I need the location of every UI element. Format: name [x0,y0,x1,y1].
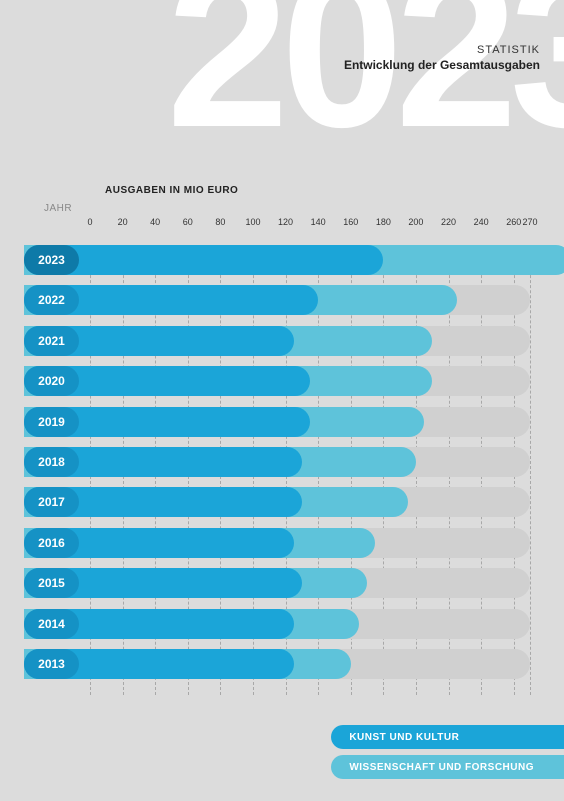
header-kicker: STATISTIK [344,44,540,56]
year-pill: 2020 [24,366,79,396]
x-tick-label: 20 [118,217,128,227]
x-tick-label: 0 [87,217,92,227]
year-pill: 2019 [24,407,79,437]
legend: KUNST UND KULTUR WISSENSCHAFT UND FORSCH… [331,725,564,785]
year-pill: 2017 [24,487,79,517]
year-pill: 2022 [24,285,79,315]
x-tick-label: 60 [183,217,193,227]
year-pill: 2014 [24,609,79,639]
chart-y-axis-title: AUSGABEN IN MIO EURO [105,185,238,196]
x-tick-label: 200 [408,217,423,227]
x-axis-ticks: 0 20 40 60 80 100 120 140 160 180 200 220 240 260270 [90,217,534,231]
background-year: 2023 [167,0,564,160]
legend-item-kunst: KUNST UND KULTUR [331,725,564,749]
x-tick-label: 140 [311,217,326,227]
year-pill: 2013 [24,649,79,679]
gridline [530,245,531,695]
x-tick-label: 270 [522,217,537,227]
x-tick-label: 220 [441,217,456,227]
jahr-label: JAHR [44,203,72,214]
x-tick-label: 120 [278,217,293,227]
legend-item-wissenschaft: WISSENSCHAFT UND FORSCHUNG [331,755,564,779]
year-pill: 2016 [24,528,79,558]
x-tick-label: 260 [506,217,521,227]
x-tick-label: 180 [376,217,391,227]
x-tick-label: 160 [343,217,358,227]
page-header: STATISTIK Entwicklung der Gesamtausgaben [344,44,540,72]
year-pill: 2015 [24,568,79,598]
x-tick-label: 40 [150,217,160,227]
year-pill: 2021 [24,326,79,356]
year-pill: 2018 [24,447,79,477]
x-tick-label: 80 [215,217,225,227]
x-tick-label: 100 [245,217,260,227]
x-tick-label: 240 [474,217,489,227]
header-title: Entwicklung der Gesamtausgaben [344,58,540,72]
year-pill: 2023 [24,245,79,275]
